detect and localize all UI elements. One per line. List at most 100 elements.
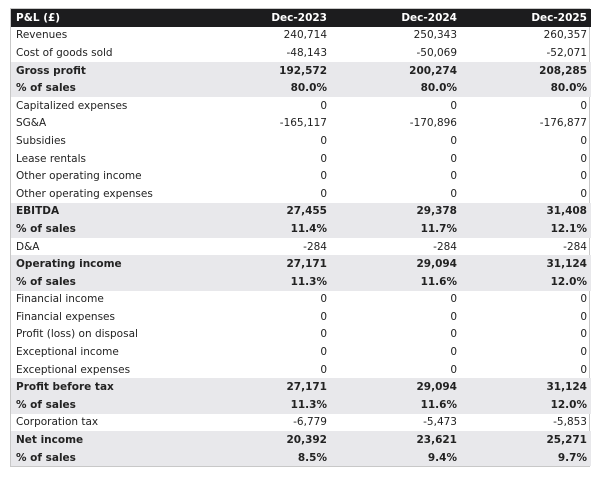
row-label: Other operating income [16, 170, 142, 183]
value-cell: -50,069 [416, 46, 457, 59]
value-cell: 200,274 [331, 61, 461, 80]
table-row: Corporation tax -6,779 -5,473 -5,853 [11, 414, 591, 432]
value-cell: 0 [580, 310, 587, 323]
value-cell: 11.6% [331, 396, 461, 414]
value-cell: 0 [580, 99, 587, 112]
header-cell: Dec-2025 [461, 9, 591, 27]
row-label: Lease rentals [16, 152, 86, 165]
table-row: Profit (loss) on disposal 0 0 0 [11, 326, 591, 344]
table-row: Subsidies 0 0 0 [11, 132, 591, 150]
table-body: Revenues 240,714 250,343 260,357 Cost of goo… [11, 27, 591, 467]
header-cell: Dec-2024 [331, 9, 461, 27]
value-cell: 0 [450, 187, 457, 200]
table-row: Gross profit 192,572 200,274 208,285 [11, 61, 591, 80]
value-cell: 0 [450, 346, 457, 359]
value-cell: 12.0% [461, 396, 591, 414]
value-cell: 0 [320, 134, 327, 147]
value-cell: 0 [580, 328, 587, 341]
table-row: Net income 20,392 23,621 25,271 [11, 431, 591, 449]
value-cell: -5,473 [423, 416, 457, 429]
value-cell: 0 [450, 328, 457, 341]
value-cell: 11.7% [331, 220, 461, 238]
value-cell: 0 [320, 170, 327, 183]
row-label: D&A [16, 240, 40, 253]
row-label: Corporation tax [16, 416, 99, 429]
table-row: D&A -284 -284 -284 [11, 238, 591, 256]
value-cell: -284 [563, 240, 587, 253]
table-row: % of sales 11.4% 11.7% 12.1% [11, 220, 591, 238]
value-cell: -5,853 [553, 416, 587, 429]
value-cell: 0 [320, 293, 327, 306]
row-label: Exceptional expenses [16, 363, 131, 376]
table-row: Lease rentals 0 0 0 [11, 150, 591, 168]
table-row: Exceptional income 0 0 0 [11, 343, 591, 361]
value-cell: 240,714 [283, 29, 327, 42]
value-cell: 0 [580, 152, 587, 165]
row-label: Capitalized expenses [16, 99, 128, 112]
value-cell: 31,408 [461, 202, 591, 221]
value-cell: 11.6% [331, 272, 461, 291]
value-cell: -6,779 [293, 416, 327, 429]
value-cell: 0 [580, 187, 587, 200]
table-row: Profit before tax 27,171 29,094 31,124 [11, 378, 591, 397]
value-cell: 0 [450, 310, 457, 323]
value-cell: 31,124 [461, 378, 591, 397]
value-cell: -52,071 [546, 46, 587, 59]
value-cell: 80.0% [201, 79, 331, 97]
table-row: % of sales 80.0% 80.0% 80.0% [11, 79, 591, 97]
row-label: % of sales [11, 396, 201, 414]
row-label: Operating income [11, 255, 201, 273]
row-label: % of sales [11, 272, 201, 291]
header-row: P&L (£) Dec-2023 Dec-2024 Dec-2025 [11, 9, 591, 27]
table-row: Cost of goods sold -48,143 -50,069 -52,071 [11, 44, 591, 62]
table-row: % of sales 8.5% 9.4% 9.7% [11, 448, 591, 467]
row-label: Subsidies [16, 134, 66, 147]
value-cell: 250,343 [413, 29, 457, 42]
value-cell: -170,896 [409, 117, 457, 130]
table-row: Revenues 240,714 250,343 260,357 [11, 27, 591, 45]
value-cell: 0 [450, 134, 457, 147]
value-cell: 0 [320, 310, 327, 323]
value-cell: -284 [303, 240, 327, 253]
value-cell: 0 [580, 170, 587, 183]
value-cell: 23,621 [331, 431, 461, 449]
row-label: Other operating expenses [16, 187, 153, 200]
value-cell: 0 [450, 363, 457, 376]
row-label: SG&A [16, 117, 47, 130]
value-cell: 12.0% [461, 272, 591, 291]
row-label: Gross profit [11, 61, 201, 80]
value-cell: 12.1% [461, 220, 591, 238]
row-label: % of sales [11, 79, 201, 97]
table-row: Capitalized expenses 0 0 0 [11, 97, 591, 115]
table-row: Financial expenses 0 0 0 [11, 308, 591, 326]
value-cell: 192,572 [201, 61, 331, 80]
value-cell: 0 [450, 170, 457, 183]
value-cell: 0 [320, 99, 327, 112]
value-cell: 0 [320, 187, 327, 200]
value-cell: 80.0% [461, 79, 591, 97]
value-cell: 27,171 [201, 255, 331, 273]
value-cell: 80.0% [331, 79, 461, 97]
value-cell: 29,094 [331, 378, 461, 397]
value-cell: 31,124 [461, 255, 591, 273]
row-label: % of sales [11, 448, 201, 467]
value-cell: 0 [320, 346, 327, 359]
table-row: % of sales 11.3% 11.6% 12.0% [11, 396, 591, 414]
value-cell: 0 [320, 152, 327, 165]
value-cell: 27,455 [201, 202, 331, 221]
value-cell: -48,143 [286, 46, 327, 59]
table-row: EBITDA 27,455 29,378 31,408 [11, 202, 591, 221]
value-cell: 9.4% [331, 448, 461, 467]
value-cell: 11.3% [201, 272, 331, 291]
value-cell: 0 [320, 328, 327, 341]
value-cell: 0 [580, 293, 587, 306]
table-row: Operating income 27,171 29,094 31,124 [11, 255, 591, 273]
value-cell: -165,117 [279, 117, 327, 130]
row-label: Cost of goods sold [16, 46, 113, 59]
row-label: % of sales [11, 220, 201, 238]
table-row: Other operating expenses 0 0 0 [11, 185, 591, 203]
value-cell: 260,357 [543, 29, 587, 42]
value-cell: 9.7% [461, 448, 591, 467]
row-label: Revenues [16, 29, 68, 42]
